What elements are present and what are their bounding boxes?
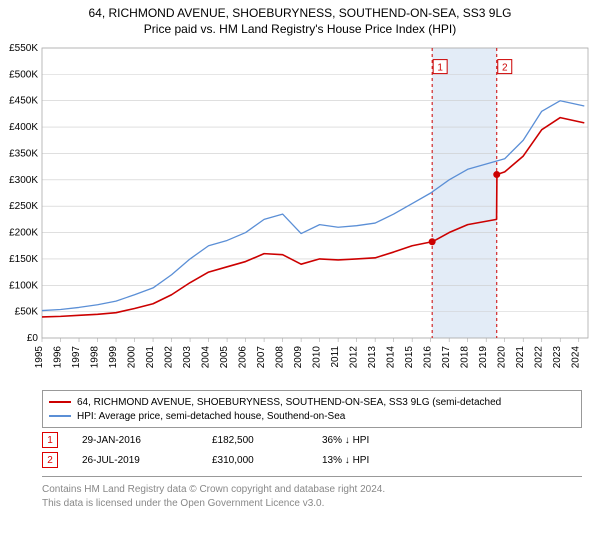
svg-text:£500K: £500K — [9, 69, 38, 80]
svg-text:£450K: £450K — [9, 96, 38, 107]
legend-text: HPI: Average price, semi-detached house,… — [77, 411, 345, 422]
svg-text:1996: 1996 — [53, 346, 64, 369]
svg-text:£350K: £350K — [9, 148, 38, 159]
sale-diff: 13% ↓ HPI — [322, 455, 442, 466]
svg-text:2011: 2011 — [330, 346, 341, 368]
svg-text:2003: 2003 — [182, 346, 193, 369]
sale-row: 1 29-JAN-2016 £182,500 36% ↓ HPI — [42, 430, 582, 450]
legend-swatch — [49, 401, 71, 403]
legend-text: 64, RICHMOND AVENUE, SHOEBURYNESS, SOUTH… — [77, 397, 501, 408]
legend-swatch — [49, 415, 71, 417]
svg-text:2024: 2024 — [571, 346, 582, 369]
svg-text:2: 2 — [502, 63, 508, 74]
svg-text:£150K: £150K — [9, 254, 38, 265]
svg-text:2006: 2006 — [238, 346, 249, 369]
svg-text:2002: 2002 — [164, 346, 175, 369]
price-chart: £0 £50K £100K £150K £200K £250K £300K £350K £400… — [0, 42, 600, 382]
svg-text:2007: 2007 — [256, 346, 267, 369]
svg-text:2004: 2004 — [201, 346, 212, 369]
legend: 64, RICHMOND AVENUE, SHOEBURYNESS, SOUTH… — [42, 390, 582, 428]
svg-text:2009: 2009 — [293, 346, 304, 369]
svg-text:2020: 2020 — [497, 346, 508, 369]
svg-text:1997: 1997 — [71, 346, 82, 369]
svg-text:2017: 2017 — [441, 346, 452, 369]
svg-text:£200K: £200K — [9, 228, 38, 239]
svg-text:£100K: £100K — [9, 280, 38, 291]
svg-text:2013: 2013 — [367, 346, 378, 369]
sale-date: 26-JUL-2019 — [82, 455, 212, 466]
svg-text:2000: 2000 — [127, 346, 138, 369]
title-subtitle: Price paid vs. HM Land Registry's House … — [0, 22, 600, 36]
sale-marker: 2 — [42, 452, 58, 468]
svg-text:2012: 2012 — [349, 346, 360, 369]
svg-text:1: 1 — [437, 63, 443, 74]
svg-text:2019: 2019 — [478, 346, 489, 369]
sale-price: £182,500 — [212, 435, 322, 446]
svg-text:1998: 1998 — [90, 346, 101, 369]
svg-text:2018: 2018 — [460, 346, 471, 369]
legend-item: 64, RICHMOND AVENUE, SHOEBURYNESS, SOUTH… — [49, 395, 575, 409]
svg-text:2005: 2005 — [219, 346, 230, 369]
svg-text:2022: 2022 — [534, 346, 545, 369]
svg-text:£0: £0 — [27, 333, 39, 344]
sale-row: 2 26-JUL-2019 £310,000 13% ↓ HPI — [42, 450, 582, 470]
sale-diff: 36% ↓ HPI — [322, 435, 442, 446]
svg-text:2021: 2021 — [515, 346, 526, 369]
svg-text:2001: 2001 — [145, 346, 156, 369]
svg-text:2015: 2015 — [404, 346, 415, 369]
svg-text:1999: 1999 — [108, 346, 119, 369]
sale-marker: 1 — [42, 432, 58, 448]
sale-price: £310,000 — [212, 455, 322, 466]
svg-text:2010: 2010 — [312, 346, 323, 369]
sales-table: 1 29-JAN-2016 £182,500 36% ↓ HPI 2 26-JU… — [42, 430, 582, 470]
svg-text:1995: 1995 — [34, 346, 45, 369]
footer-line: Contains HM Land Registry data © Crown c… — [42, 483, 582, 497]
footer-line: This data is licensed under the Open Gov… — [42, 497, 582, 511]
title-address: 64, RICHMOND AVENUE, SHOEBURYNESS, SOUTH… — [0, 6, 600, 20]
svg-text:2016: 2016 — [423, 346, 434, 369]
svg-text:£300K: £300K — [9, 175, 38, 186]
svg-text:£550K: £550K — [9, 43, 38, 54]
svg-text:£400K: £400K — [9, 122, 38, 133]
sale-date: 29-JAN-2016 — [82, 435, 212, 446]
svg-text:£50K: £50K — [15, 307, 39, 318]
svg-text:2014: 2014 — [386, 346, 397, 369]
legend-item: HPI: Average price, semi-detached house,… — [49, 409, 575, 423]
svg-text:2008: 2008 — [275, 346, 286, 369]
svg-text:2023: 2023 — [552, 346, 563, 369]
footer-attribution: Contains HM Land Registry data © Crown c… — [42, 476, 582, 510]
svg-text:£250K: £250K — [9, 201, 38, 212]
